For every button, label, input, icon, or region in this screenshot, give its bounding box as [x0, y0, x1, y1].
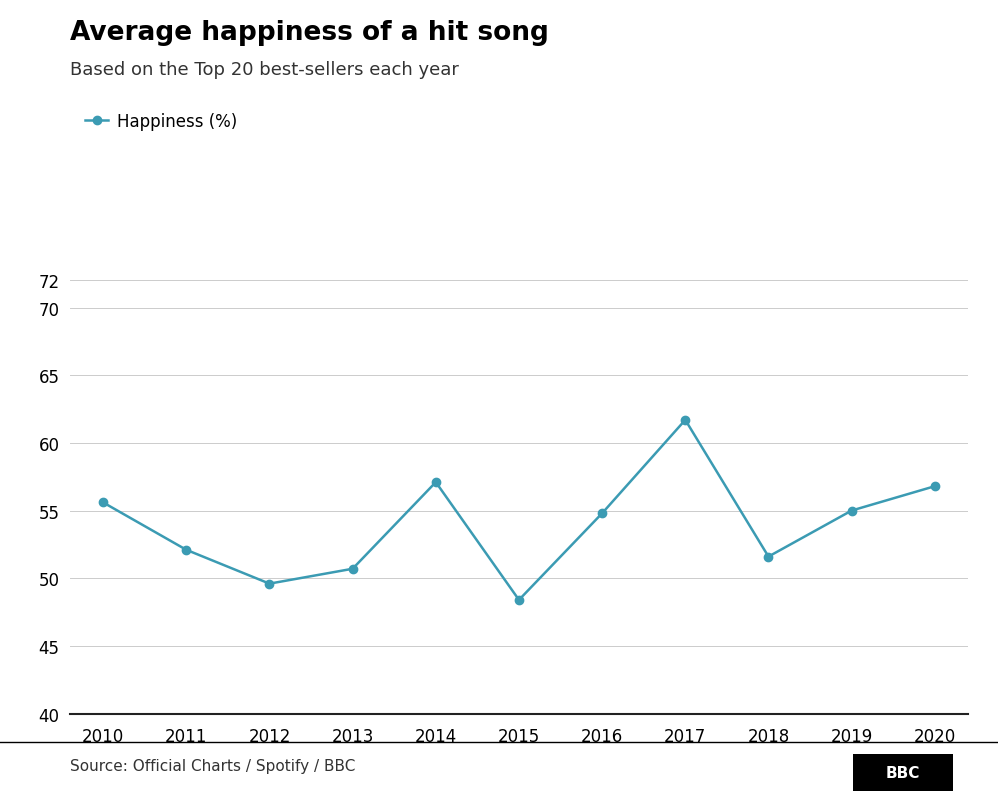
Text: BBC: BBC — [886, 765, 920, 780]
Text: Based on the Top 20 best-sellers each year: Based on the Top 20 best-sellers each ye… — [70, 61, 459, 79]
Text: Source: Official Charts / Spotify / BBC: Source: Official Charts / Spotify / BBC — [70, 758, 355, 773]
Text: Average happiness of a hit song: Average happiness of a hit song — [70, 20, 549, 46]
Legend: Happiness (%): Happiness (%) — [78, 106, 244, 138]
